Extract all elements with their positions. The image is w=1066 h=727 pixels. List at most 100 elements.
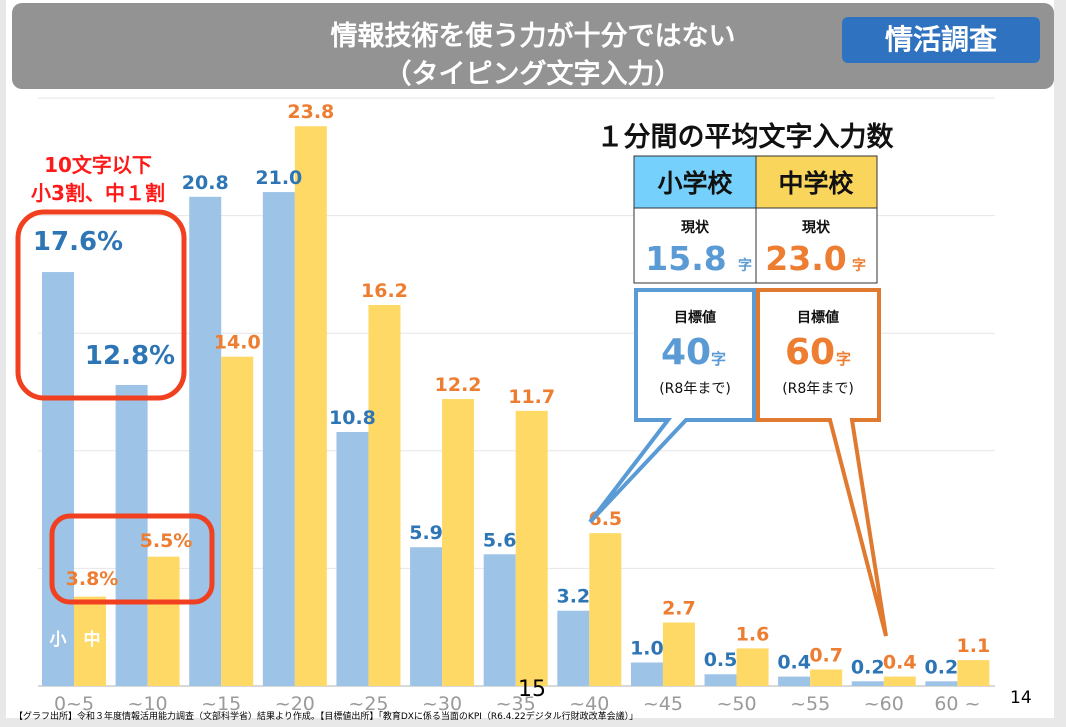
highlight-circle-primary xyxy=(15,209,187,401)
elementary-target-value: 40 xyxy=(661,332,711,373)
data-label: 0.4 xyxy=(777,652,811,674)
data-label: 21.0 xyxy=(255,167,302,189)
annotation-line1: 10文字以下 xyxy=(44,153,152,177)
bar-elementary xyxy=(42,272,74,686)
elementary-target-note: (R8年まで) xyxy=(659,381,731,397)
data-label: 3.8% xyxy=(66,568,119,590)
elementary-label: 小学校 xyxy=(657,169,733,198)
junior-label: 中学校 xyxy=(778,169,854,198)
data-label: 12.8% xyxy=(85,341,175,371)
x-tick-label: ~35 xyxy=(496,693,536,715)
data-label: 1.0 xyxy=(630,637,664,659)
survey-badge: 情活調査 xyxy=(842,17,1040,63)
data-label: 0.5 xyxy=(704,649,738,671)
elementary-target-unit: 字 xyxy=(711,350,726,368)
bar-elementary xyxy=(262,192,295,686)
data-label: 10.8 xyxy=(329,407,376,429)
legend-junior: 中 xyxy=(84,629,101,650)
bar-elementary xyxy=(925,681,958,686)
bar-junior xyxy=(589,533,622,686)
bar-elementary xyxy=(336,431,369,686)
data-label: 23.8 xyxy=(287,101,334,123)
highlight-circle-junior xyxy=(49,513,215,605)
x-tick-label: ~20 xyxy=(275,693,315,715)
data-label: 16.2 xyxy=(361,280,408,302)
bar-elementary xyxy=(483,554,516,686)
bar-junior xyxy=(736,648,769,686)
data-label: 1.6 xyxy=(736,623,770,645)
junior-target-callout xyxy=(756,288,888,637)
x-tick-label: ~10 xyxy=(128,693,168,715)
x-tick-label: ~45 xyxy=(643,693,683,715)
junior-current-value: 23.0 xyxy=(765,239,846,278)
x-tick-label: 60 ~ xyxy=(934,693,980,715)
data-label: 14.0 xyxy=(214,332,261,354)
bar-elementary xyxy=(410,547,443,686)
data-label: 0.7 xyxy=(809,645,843,667)
junior-target-label: 目標値 xyxy=(797,309,839,326)
junior-target-note: (R8年まで) xyxy=(782,381,854,397)
bar-elementary xyxy=(778,676,811,686)
junior-target-unit: 字 xyxy=(836,350,851,368)
bar-elementary xyxy=(115,384,148,686)
junior-header-cell xyxy=(755,155,878,209)
x-tick-label: ~50 xyxy=(716,693,756,715)
overlay-number: 15 xyxy=(518,677,546,702)
data-label: 0.4 xyxy=(883,652,917,674)
elementary-target-callout xyxy=(588,288,756,524)
bar-elementary xyxy=(630,662,663,686)
bar-junior xyxy=(147,556,180,686)
bar-junior xyxy=(368,304,401,686)
panel-title: １分間の平均文字入力数 xyxy=(597,121,895,153)
x-tick-label: ~30 xyxy=(422,693,462,715)
bar-junior xyxy=(74,596,106,686)
source-footnote: 【グラフ出所】令和３年度情報活用能力調査（文部科学省）結果より作成。【目標値出所… xyxy=(14,712,634,722)
elementary-current-unit: 字 xyxy=(738,257,752,274)
data-label: 5.6 xyxy=(483,529,517,551)
junior-current-cell xyxy=(755,207,878,284)
data-label: 17.6% xyxy=(33,227,123,257)
data-label: 2.7 xyxy=(662,597,696,619)
bar-elementary xyxy=(704,674,737,686)
data-label: 11.7 xyxy=(508,386,555,408)
data-label: 0.2 xyxy=(851,656,885,678)
elementary-current-label: 現状 xyxy=(681,219,710,236)
bar-elementary xyxy=(851,681,884,686)
bar-junior xyxy=(442,399,475,686)
bar-elementary xyxy=(189,196,222,686)
data-label: 12.2 xyxy=(435,374,482,396)
elementary-target-label: 目標値 xyxy=(674,309,716,326)
bar-junior xyxy=(883,676,916,686)
bar-elementary xyxy=(557,610,590,686)
junior-target-value: 60 xyxy=(785,332,835,373)
page-number: 14 xyxy=(1010,688,1032,708)
junior-current-label: 現状 xyxy=(802,219,831,236)
data-label: 1.1 xyxy=(957,635,991,657)
elementary-current-value: 15.8 xyxy=(645,239,726,278)
x-tick-label: 0~5 xyxy=(54,693,94,715)
bar-junior xyxy=(221,356,254,686)
elementary-current-cell xyxy=(633,207,757,284)
bar-junior xyxy=(662,622,695,686)
bar-junior xyxy=(810,669,843,686)
data-label: 20.8 xyxy=(182,172,229,194)
x-tick-label: ~25 xyxy=(348,693,388,715)
bar-junior xyxy=(515,410,548,686)
annotation-line2: 小3割、中１割 xyxy=(31,181,165,205)
x-tick-label: ~15 xyxy=(201,693,241,715)
title-line2: （タイピング文字入力） xyxy=(384,59,682,90)
elementary-header-cell xyxy=(633,155,757,209)
x-tick-label: ~55 xyxy=(790,693,830,715)
bar-junior xyxy=(957,660,990,686)
title-line1: 情報技術を使う力が十分ではない xyxy=(330,21,736,52)
data-label: 3.2 xyxy=(556,586,590,608)
x-tick-label: ~60 xyxy=(864,693,904,715)
x-tick-label: ~40 xyxy=(569,693,609,715)
data-label: 5.9 xyxy=(409,522,443,544)
legend-elementary: 小 xyxy=(50,630,67,650)
bar-junior xyxy=(294,126,327,686)
data-label: 0.2 xyxy=(925,656,959,678)
junior-current-unit: 字 xyxy=(852,257,866,274)
data-label: 5.5% xyxy=(140,530,193,552)
